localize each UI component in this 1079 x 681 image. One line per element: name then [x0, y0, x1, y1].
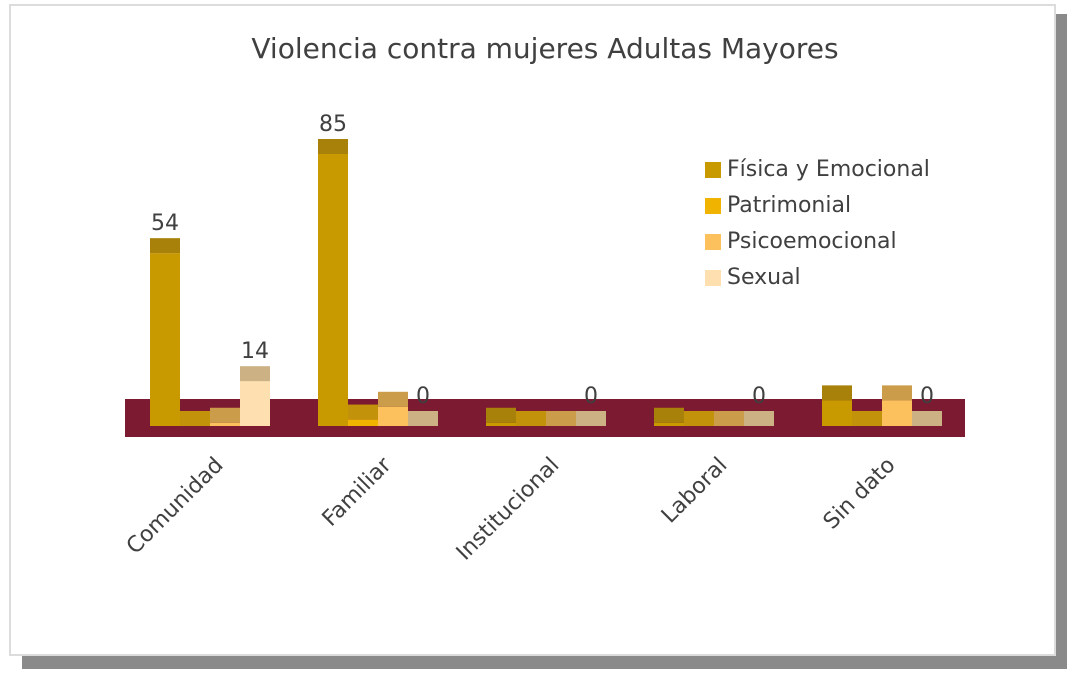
bar-cap-shade [240, 366, 270, 382]
card [9, 4, 1056, 656]
bar-cap [408, 411, 438, 426]
bar-cap [744, 411, 774, 426]
legend-swatch [705, 198, 721, 214]
bar-cap [654, 407, 684, 423]
bar-cap-shade [912, 411, 942, 426]
bar [378, 406, 408, 426]
bar-cap [852, 411, 882, 426]
bar-cap [210, 407, 240, 423]
bar-cap [912, 411, 942, 426]
legend-swatch [705, 270, 721, 286]
data-label: 85 [319, 112, 347, 137]
bar [654, 422, 684, 426]
bar [318, 154, 348, 426]
bar-cap-shade [210, 407, 240, 423]
data-label: 0 [752, 384, 766, 409]
bar-cap [378, 391, 408, 407]
bar-cap [882, 385, 912, 401]
bar-cap [822, 385, 852, 401]
bar [822, 400, 852, 426]
bar-cap-shade [408, 411, 438, 426]
data-label: 0 [920, 384, 934, 409]
data-label: 0 [584, 384, 598, 409]
chart-title: Violencia contra mujeres Adultas Mayores [251, 32, 838, 65]
bar-cap [714, 411, 744, 426]
legend-swatch [705, 234, 721, 250]
bar-cap-shade [486, 407, 516, 423]
bar-cap-shade [516, 411, 546, 426]
bar-cap-shade [348, 404, 378, 420]
bar [348, 419, 378, 426]
bar-cap-shade [744, 411, 774, 426]
bar-cap [546, 411, 576, 426]
bar [210, 422, 240, 426]
legend-label: Psicoemocional [727, 229, 897, 254]
data-label: 54 [151, 211, 179, 236]
bar-cap [516, 411, 546, 426]
bar-cap [240, 366, 270, 382]
legend-label: Sexual [727, 265, 801, 290]
bar-cap [318, 139, 348, 154]
bar-cap [684, 411, 714, 426]
bar-cap-shade [150, 238, 180, 254]
bar-cap-shade [822, 385, 852, 401]
bar-cap [576, 411, 606, 426]
bar-cap-shade [714, 411, 744, 426]
bar-cap [150, 238, 180, 254]
bar-cap-shade [378, 391, 408, 407]
legend-swatch [705, 162, 721, 178]
bar-cap-shade [684, 411, 714, 426]
data-label: 14 [241, 339, 269, 364]
bar-cap-shade [576, 411, 606, 426]
legend-label: Patrimonial [727, 193, 851, 218]
legend-label: Física y Emocional [727, 157, 930, 182]
bar-cap-shade [546, 411, 576, 426]
bar [882, 400, 912, 426]
bar [486, 422, 516, 426]
bar-cap [180, 411, 210, 426]
bar [240, 381, 270, 426]
bar-cap [348, 404, 378, 420]
bar-cap-shade [654, 407, 684, 423]
bar-cap-shade [180, 411, 210, 426]
bar-cap [486, 407, 516, 423]
bar-cap-shade [882, 385, 912, 401]
bar [150, 253, 180, 426]
data-label: 0 [416, 384, 430, 409]
bar-cap-shade [318, 139, 348, 154]
bar-cap-shade [852, 411, 882, 426]
